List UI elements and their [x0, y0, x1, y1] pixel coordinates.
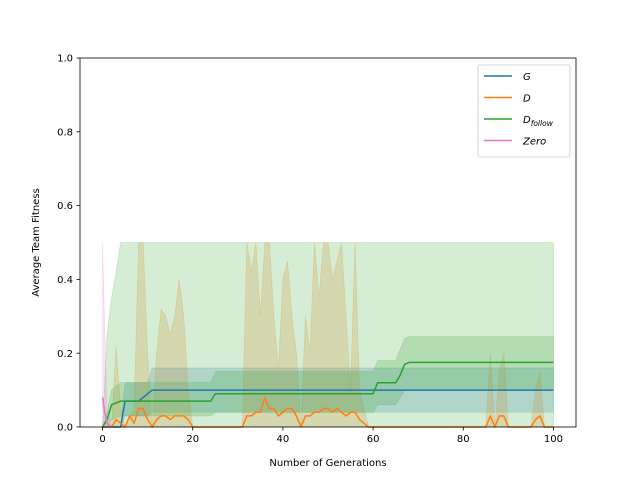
legend-box: [477, 64, 571, 158]
y-tick-label: 0.0: [57, 423, 73, 434]
series-line-d-follow: [101, 361, 554, 428]
x-tick-label: 0: [99, 434, 105, 445]
x-axis-label: Number of Generations: [269, 458, 386, 469]
x-tick-label: 80: [457, 434, 470, 445]
y-tick-label: 0.6: [57, 201, 73, 212]
confidence-bands: [102, 242, 554, 428]
legend-label: Zero: [522, 137, 546, 148]
plot-frame: [79, 57, 577, 428]
x-tick-label: 100: [544, 434, 563, 445]
x-tick-label: 60: [367, 434, 380, 445]
series-line-g: [102, 389, 554, 428]
legend-label-subscript: follow: [531, 119, 554, 128]
y-tick-label: 0.8: [57, 127, 73, 138]
series-line-zero: [101, 397, 113, 428]
y-tick-label: 0.2: [57, 349, 73, 360]
band-inner-d-follow: [102, 336, 554, 428]
x-tick-label: 40: [277, 434, 290, 445]
legend-label: G: [523, 72, 531, 83]
legend-label: D: [523, 94, 531, 105]
legend: GD Dfollow Zero: [477, 64, 571, 158]
legend-label: Dfollow: [523, 115, 554, 128]
x-tick-label: 20: [186, 434, 199, 445]
x-axis-ticks: 0 20 40 60 80 100: [99, 427, 563, 445]
y-tick-label: 1.0: [57, 54, 73, 65]
y-axis-label: Average Team Fitness: [31, 188, 42, 297]
y-tick-label: 0.4: [57, 275, 73, 286]
y-axis-ticks: 0.0 0.2 0.4 0.6 0.8 1.0: [57, 54, 80, 434]
